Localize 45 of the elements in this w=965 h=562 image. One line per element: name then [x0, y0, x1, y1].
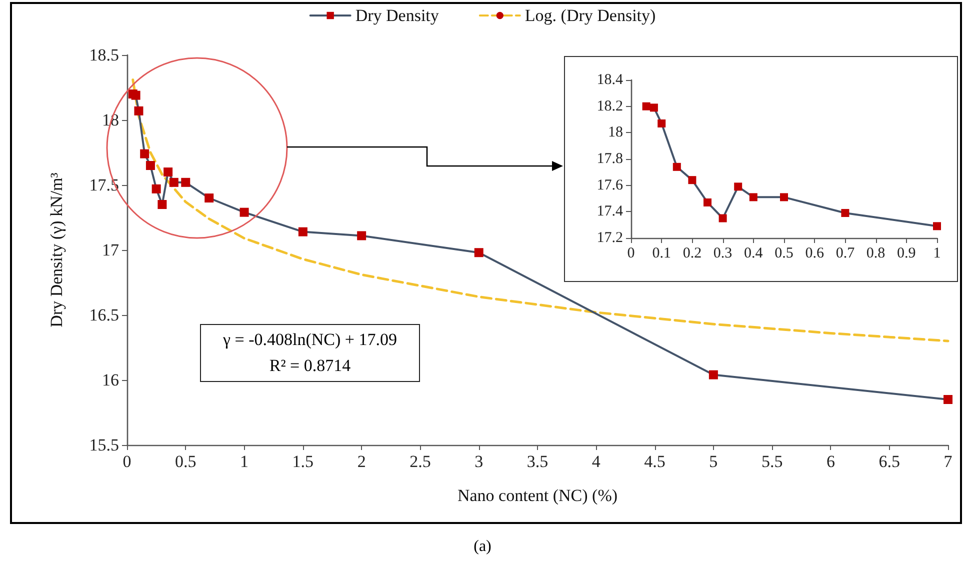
- y-tick-label: 18: [608, 124, 623, 141]
- annotation: R² = 0.8714: [268, 355, 352, 377]
- x-tick-label: 4.5: [644, 452, 666, 471]
- y-tick-label: 16: [102, 370, 119, 390]
- x-tick-label: 0.5: [774, 246, 794, 262]
- x-tick-label: 4: [592, 452, 601, 471]
- y-tick-label: 17: [102, 240, 120, 260]
- x-tick-label: 7: [944, 452, 953, 471]
- x-tick-label: 0.8: [866, 246, 886, 262]
- x-axis-title: Nano content (NC) (%): [457, 486, 618, 505]
- x-tick-label: 0.7: [836, 246, 856, 262]
- legend-label: Dry Density: [355, 6, 440, 25]
- x-tick-label: 6: [826, 452, 835, 471]
- x-tick-label: 0.9: [897, 246, 916, 262]
- x-tick-label: 0.1: [652, 246, 671, 262]
- x-tick-label: 0.2: [682, 246, 702, 262]
- x-tick-label: 3: [474, 452, 484, 471]
- x-tick-label: 0: [122, 452, 132, 471]
- y-tick-label: 17.8: [596, 151, 623, 167]
- x-tick-label: 0.5: [175, 452, 196, 471]
- text: (a): [472, 538, 492, 556]
- x-tick-label: 2.5: [410, 452, 431, 471]
- annotation: γ = -0.408ln(NC) + 17.09: [222, 329, 398, 351]
- y-tick-label: 17.4: [596, 204, 624, 220]
- x-tick-label: 5.5: [761, 452, 783, 471]
- y-tick-label: 17.2: [596, 230, 623, 246]
- x-tick-label: 0: [627, 246, 635, 262]
- x-tick-label: 5: [709, 452, 718, 471]
- x-tick-label: 2: [357, 452, 366, 471]
- y-tick-label: 15.5: [89, 436, 119, 454]
- x-tick-label: 1.5: [292, 452, 314, 471]
- x-tick-label: 0.6: [805, 246, 824, 262]
- x-tick-label: 0.4: [744, 246, 764, 262]
- y-tick-label: 18.5: [89, 46, 119, 64]
- x-tick-label: 0.3: [713, 246, 732, 262]
- x-tick-label: 1: [240, 452, 249, 471]
- y-tick-label: 18.4: [596, 72, 624, 88]
- legend-label: Log. (Dry Density): [524, 6, 656, 25]
- x-tick-label: 3.5: [526, 452, 548, 471]
- y-tick-label: 17.6: [596, 177, 624, 194]
- y-axis-title: Dry Density (γ) kN/m³: [47, 172, 66, 328]
- x-tick-label: 6.5: [878, 452, 900, 471]
- y-tick-label: 16.5: [89, 306, 119, 324]
- x-tick-label: 1: [933, 246, 941, 262]
- y-tick-label: 18.2: [596, 98, 623, 114]
